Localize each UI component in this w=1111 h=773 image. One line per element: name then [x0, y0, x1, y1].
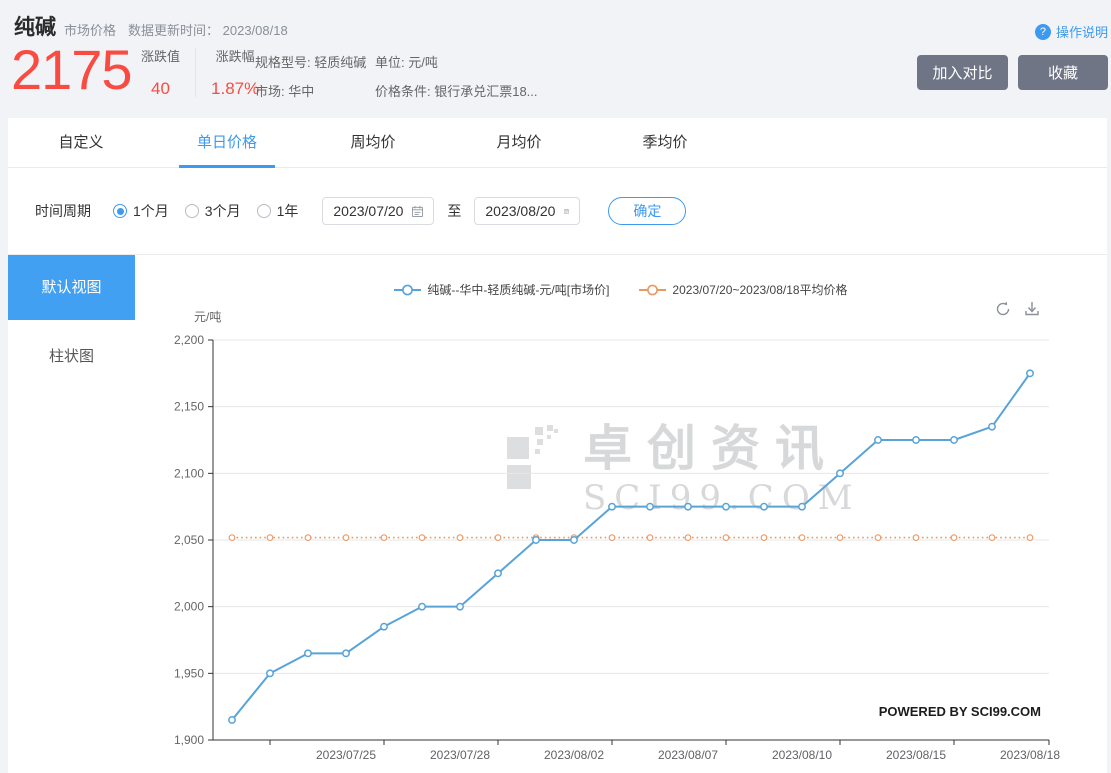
radio-label: 3个月: [204, 203, 241, 219]
confirm-button[interactable]: 确定: [608, 197, 687, 225]
chart-area: 卓创资讯 SCI99.COM 1,900 1,950 2,000 2,050 2,100…: [135, 255, 1107, 772]
chart-legend: 纯碱--华中-轻质纯碱-元/吨[市场价] 2023/07/20~2023/08/1…: [135, 281, 1107, 298]
svg-text:2,150: 2,150: [174, 400, 204, 414]
chart-section: 默认视图 柱状图 卓创资讯 S: [8, 255, 1107, 772]
spec-market-block: 规格型号: 轻质纯碱 市场: 华中: [255, 48, 366, 106]
tab-item[interactable]: 自定义: [58, 134, 104, 151]
calendar-icon: [412, 205, 424, 217]
change-pct-label: 涨跌幅: [215, 49, 255, 64]
price-stats: 涨跌值 40 涨跌幅 1.87%: [126, 46, 274, 99]
market-text: 市场: 华中: [255, 84, 315, 99]
svg-text:2023/08/18: 2023/08/18: [1000, 748, 1060, 762]
view-sidebar: 默认视图 柱状图: [8, 255, 135, 772]
radio-selected-icon[interactable]: [113, 204, 127, 218]
change-pct: 1.87%: [211, 79, 260, 98]
sidebar-item[interactable]: 默认视图: [8, 255, 135, 320]
svg-text:2023/08/10: 2023/08/10: [772, 748, 832, 762]
market-price-tag: 市场价格: [64, 23, 117, 38]
main-panel: 自定义 单日价格 周均价 月均价 季均价 时间周期 1个月 3个月 1年 2023/07/2…: [8, 118, 1107, 773]
change-value: 40: [151, 79, 170, 98]
calendar-icon: [564, 208, 570, 214]
change-value-label: 涨跌值: [141, 49, 181, 64]
sidebar-item[interactable]: 柱状图: [48, 348, 94, 365]
help-label: 操作说明: [1055, 25, 1108, 40]
radio-icon[interactable]: [256, 204, 271, 218]
svg-text:2,050: 2,050: [174, 533, 204, 547]
y-axis-unit: 元/吨: [194, 310, 222, 324]
svg-text:2023/08/15: 2023/08/15: [886, 748, 946, 762]
update-time-label: 数据更新时间：: [128, 23, 220, 38]
svg-text:1,900: 1,900: [174, 733, 204, 747]
start-date-input[interactable]: 2023/07/20: [322, 197, 435, 225]
refresh-icon[interactable]: [994, 300, 1012, 318]
current-price: 2175: [11, 38, 133, 101]
condition-text: 价格条件: 银行承兑汇票18...: [375, 84, 538, 99]
help-link[interactable]: ? 操作说明: [1034, 22, 1108, 41]
chart-toolbar: [994, 300, 1041, 318]
spec-text: 规格型号: 轻质纯碱: [255, 55, 367, 70]
unit-condition-block: 单位: 元/吨 价格条件: 银行承兑汇票18...: [375, 48, 538, 106]
price-tabs: 自定义 单日价格 周均价 月均价 季均价: [8, 118, 1107, 168]
change-pct-block: 涨跌幅 1.87%: [196, 46, 274, 99]
update-time-date: 2023/08/18: [222, 23, 288, 38]
change-value-block: 涨跌值 40: [126, 46, 195, 99]
legend-marker-icon: [394, 284, 422, 295]
svg-text:2023/08/07: 2023/08/07: [658, 748, 718, 762]
svg-text:2023/08/02: 2023/08/02: [544, 748, 604, 762]
svg-text:2023/07/25: 2023/07/25: [316, 748, 376, 762]
radio-icon[interactable]: [184, 204, 199, 218]
powered-by-label: POWERED BY SCI99.COM: [878, 704, 1041, 719]
end-date-value: 2023/08/20: [485, 203, 556, 219]
stats-divider: [195, 48, 197, 97]
period-radio-group: 1个月 3个月 1年: [113, 201, 314, 221]
legend-marker-icon: [639, 284, 667, 295]
period-label: 时间周期: [35, 203, 91, 219]
svg-text:1,950: 1,950: [174, 666, 204, 680]
product-title: 纯碱: [14, 16, 56, 39]
price-chart-svg[interactable]: 1,900 1,950 2,000 2,050 2,100 2,150 2,200 2023/…: [135, 255, 1107, 772]
tab-item[interactable]: 周均价: [350, 134, 396, 151]
page-header: 纯碱 市场价格 数据更新时间： 2023/08/18 2175 涨跌值 40 涨…: [0, 0, 1111, 118]
svg-text:2,100: 2,100: [174, 466, 204, 480]
tab-item[interactable]: 季均价: [642, 134, 688, 151]
unit-text: 单位: 元/吨: [375, 55, 438, 70]
period-row: 时间周期 1个月 3个月 1年 2023/07/20 至 2023/08/20: [8, 168, 1107, 255]
period-radio-option[interactable]: 1年: [256, 201, 299, 221]
to-label: 至: [447, 203, 462, 219]
favorite-button[interactable]: 收藏: [1018, 55, 1108, 90]
tab-item[interactable]: 月均价: [496, 134, 542, 151]
svg-text:2,200: 2,200: [174, 333, 204, 347]
legend-label: 纯碱--华中-轻质纯碱-元/吨[市场价]: [427, 283, 610, 297]
question-circle-icon: ?: [1034, 23, 1051, 40]
legend-item[interactable]: 2023/07/20~2023/08/18平均价格: [639, 281, 848, 298]
radio-label: 1年: [276, 203, 299, 219]
sci99-logo-icon: [507, 425, 558, 489]
update-time: 数据更新时间： 2023/08/18: [128, 20, 288, 39]
svg-text:2023/07/28: 2023/07/28: [430, 748, 490, 762]
watermark-cn: 卓创资讯: [583, 422, 840, 476]
watermark-en: SCI99.COM: [583, 478, 861, 518]
period-radio-option[interactable]: 3个月: [184, 201, 241, 221]
download-icon[interactable]: [1023, 300, 1041, 318]
end-date-input[interactable]: 2023/08/20: [474, 197, 581, 225]
legend-label: 2023/07/20~2023/08/18平均价格: [672, 283, 848, 297]
add-compare-button[interactable]: 加入对比: [917, 55, 1008, 90]
svg-text:2,000: 2,000: [174, 600, 204, 614]
legend-item[interactable]: 纯碱--华中-轻质纯碱-元/吨[市场价]: [394, 281, 609, 298]
radio-label: 1个月: [133, 203, 169, 219]
start-date-value: 2023/07/20: [333, 203, 404, 219]
period-radio-option[interactable]: 1个月: [113, 201, 169, 221]
watermark: 卓创资讯 SCI99.COM: [507, 425, 861, 518]
tab-item[interactable]: 单日价格: [154, 118, 300, 167]
